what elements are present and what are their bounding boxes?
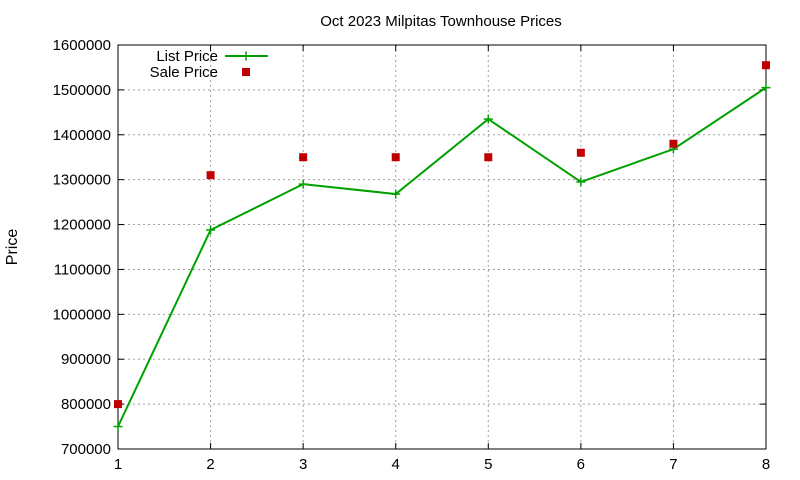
list-price-line [117,86,767,427]
x-tick-label: 7 [669,456,677,473]
x-tick-label: 8 [762,456,770,473]
chart-title: Oct 2023 Milpitas Townhouse Prices [320,13,562,30]
y-tick-label: 1100000 [54,261,111,278]
x-tick-label: 5 [484,456,492,473]
list-price-point [298,179,308,189]
x-tick-label: 1 [114,456,122,473]
y-tick-label: 1200000 [53,217,111,234]
sale-price-point [299,153,308,162]
legend-marker [241,51,251,61]
y-tick-label: 1000000 [53,306,111,323]
y-tick-label: 1400000 [53,127,111,144]
x-tick-label: 4 [392,456,400,473]
y-axis-label: Price [4,229,21,266]
sale-price-point [762,61,770,70]
sale-price-point [576,148,585,157]
sale-price-point [484,153,493,162]
plot-frame [117,44,767,450]
legend-marker [242,68,250,76]
y-tick-label: 1300000 [53,172,111,189]
list-price-point [576,177,586,187]
list-price-point [483,114,493,124]
series-layer [113,61,771,432]
legend-label: List Price [156,48,218,65]
y-tick-label: 900000 [61,351,111,368]
sale-price-point [206,171,215,180]
grid [118,45,766,449]
x-tick-label: 6 [577,456,585,473]
list-price-point [206,225,216,235]
x-tick-label: 2 [206,456,214,473]
list-price-point [391,189,401,199]
legend-label: Sale Price [150,64,218,81]
axis-ticks: 700000 800000 900000 1000000 1100000 1200000 1… [53,37,771,473]
sale-price-point [114,400,122,409]
sale-price-point [669,139,678,148]
y-tick-label: 1600000 [53,37,111,54]
y-tick-label: 1500000 [53,82,111,99]
x-tick-label: 3 [299,456,307,473]
sale-price-point [391,153,400,162]
list-price-point [113,422,123,432]
y-tick-label: 800000 [61,396,111,413]
list-price-point [761,83,771,93]
y-tick-label: 700000 [61,441,111,458]
